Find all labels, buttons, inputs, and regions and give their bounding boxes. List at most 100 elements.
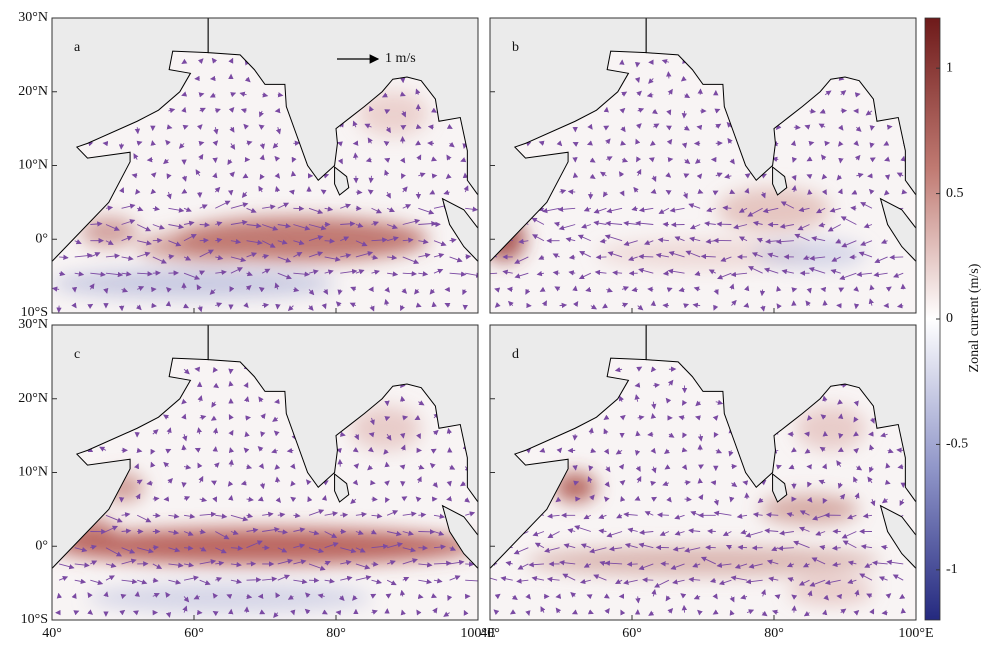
vector-arrow: [619, 190, 625, 197]
vector-arrow: [340, 575, 353, 582]
vector-arrow: [401, 288, 408, 294]
vector-arrow: [653, 123, 660, 129]
x-tick-label: 100°E: [460, 626, 495, 641]
vector-arrow: [324, 560, 331, 566]
vector-arrow: [305, 592, 311, 599]
vector-arrow: [367, 446, 374, 453]
vector-arrow: [445, 173, 452, 180]
vector-arrow: [134, 463, 140, 470]
vector-arrow: [559, 302, 568, 309]
vector-arrow: [697, 609, 703, 616]
vector-arrow: [635, 123, 642, 129]
x-tick-label: 100°E: [898, 626, 933, 641]
vector-arrow: [293, 239, 305, 246]
vector-arrow: [446, 154, 452, 161]
vector-arrow: [198, 140, 205, 147]
vector-arrow: [433, 530, 445, 536]
vector-arrow: [262, 224, 279, 231]
vector-arrow: [195, 169, 201, 177]
vector-arrow: [274, 172, 281, 179]
vector-arrow: [636, 90, 642, 97]
vector-arrow: [259, 609, 266, 615]
vector-arrow: [386, 560, 396, 566]
vector-arrow: [740, 594, 748, 600]
vector-arrow: [229, 171, 235, 178]
vector-arrow: [447, 594, 453, 601]
y-tick-label: 30°N: [18, 10, 48, 25]
vector-arrow: [215, 269, 227, 276]
vector-arrow: [824, 579, 841, 585]
vector-arrow: [628, 255, 638, 262]
vector-arrow: [751, 252, 763, 258]
vector-arrow: [635, 220, 654, 226]
colorbar-tick-label: -1: [946, 562, 958, 577]
vector-arrow: [667, 379, 674, 386]
vector-arrow: [771, 609, 779, 615]
vector-arrow: [579, 578, 591, 585]
vector-arrow: [763, 267, 779, 274]
vector-arrow: [197, 305, 203, 313]
vector-arrow: [291, 156, 297, 163]
vector-arrow: [605, 220, 623, 227]
vector-arrow: [511, 594, 518, 601]
vector-arrow: [324, 269, 334, 275]
vector-arrow: [901, 189, 908, 195]
vector-arrow: [277, 574, 290, 581]
vector-arrow: [243, 382, 249, 389]
vector-arrow: [841, 240, 857, 248]
vector-arrow: [840, 216, 857, 225]
vector-arrow: [768, 576, 779, 582]
vector-arrow: [239, 91, 247, 97]
vector-arrow: [809, 255, 826, 261]
vector-arrow: [707, 528, 716, 534]
vector-arrow: [860, 240, 873, 246]
vector-arrow: [603, 428, 609, 435]
vector-arrow: [884, 156, 891, 162]
vector-arrow: [667, 268, 685, 274]
vector-arrow: [552, 270, 560, 276]
vector-arrow: [337, 289, 343, 296]
vector-arrow: [722, 531, 732, 536]
vector-arrow: [87, 592, 93, 599]
vector-arrow: [634, 77, 641, 83]
vector-arrow: [137, 240, 152, 246]
vector-arrow: [183, 464, 192, 470]
vector-arrow: [258, 463, 264, 470]
vector-arrow: [525, 593, 531, 600]
vector-arrow: [811, 557, 826, 565]
vector-arrow: [874, 256, 888, 264]
vector-arrow: [275, 127, 282, 135]
vector-arrow: [260, 413, 266, 420]
vector-arrow: [293, 224, 311, 231]
vector-arrow: [150, 461, 156, 468]
vector-arrow: [367, 464, 373, 471]
vector-arrow: [736, 513, 748, 519]
vector-arrow: [385, 126, 391, 134]
vector-arrow: [752, 512, 763, 518]
vector-arrow: [788, 464, 795, 470]
vector-arrow: [241, 191, 248, 199]
vector-arrow: [546, 576, 560, 583]
vector-arrow: [748, 563, 763, 569]
vector-arrow: [663, 448, 670, 455]
y-tick-label: 0°: [35, 231, 48, 246]
vector-arrow: [321, 494, 327, 501]
vector-arrow: [722, 205, 732, 211]
land: [52, 325, 209, 570]
vector-arrow: [386, 207, 395, 213]
vector-arrow: [198, 153, 204, 160]
vector-arrow: [791, 174, 797, 181]
vector-arrow: [418, 207, 435, 215]
vector-arrow: [838, 140, 844, 147]
vector-arrow: [416, 609, 422, 616]
vector-arrow: [418, 400, 425, 406]
vector-arrow: [712, 593, 718, 600]
vector-arrow: [226, 594, 233, 600]
vector-arrow: [183, 513, 196, 519]
vector-arrow: [756, 237, 763, 243]
vector-arrow: [181, 444, 187, 451]
vector-arrow: [821, 189, 827, 196]
vector-arrow: [556, 447, 563, 454]
vector-arrow: [614, 367, 623, 373]
vector-arrow: [196, 284, 202, 291]
